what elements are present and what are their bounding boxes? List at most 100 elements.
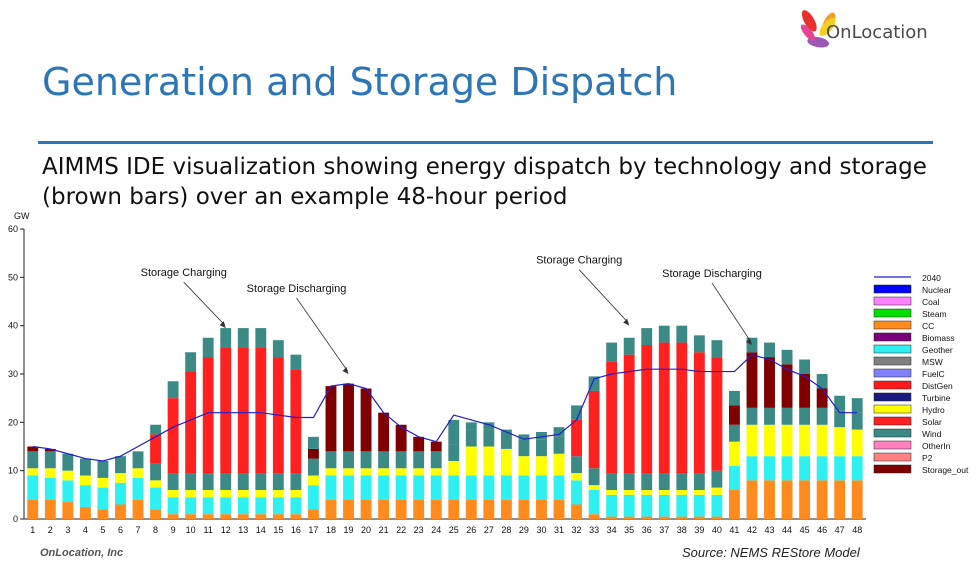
y-tick-label: 40 [8, 321, 18, 331]
bar-segment [641, 473, 653, 490]
bar-segment [553, 499, 565, 519]
legend-label: Nuclear [922, 285, 951, 295]
y-tick-label: 0 [13, 514, 18, 524]
bar-segment [693, 335, 705, 353]
bar-segment [430, 475, 442, 500]
bar-segment [378, 475, 390, 500]
bar-segment [746, 480, 758, 519]
bar-segment [79, 458, 91, 476]
bar-segment [132, 477, 144, 500]
bar-segment [764, 480, 775, 519]
bar-segment [764, 342, 775, 358]
x-tick-label: 36 [642, 525, 652, 535]
bar-segment [79, 485, 91, 507]
legend-label: MSW [922, 357, 943, 367]
annotation-label: Storage Discharging [662, 268, 762, 280]
bar-segment [781, 364, 793, 408]
bar-segment [728, 390, 740, 406]
bar-segment [553, 436, 565, 454]
bar-segment [79, 506, 91, 519]
legend-swatch [873, 392, 912, 402]
bar-segment [413, 468, 425, 476]
bar-segment [150, 463, 162, 481]
footer-source: Source: NEMS REStore Model [682, 545, 860, 560]
x-tick-label: 14 [256, 525, 266, 535]
bar-segment [658, 473, 670, 490]
bar-segment [272, 490, 284, 498]
bar-segment [44, 468, 56, 478]
annotation-arrowhead [219, 321, 226, 329]
annotation-arrowhead [745, 338, 752, 345]
bar-segment [150, 487, 162, 510]
bar-segment [27, 451, 39, 469]
bar-segment [255, 328, 267, 348]
x-tick-label: 37 [659, 525, 669, 535]
bar-segment [185, 497, 197, 515]
y-tick-label: 10 [8, 466, 18, 476]
bar-segment [571, 419, 583, 457]
onlocation-logo-icon [800, 10, 836, 48]
bar-segment [290, 490, 302, 498]
bar-segment [816, 407, 828, 425]
x-tick-label: 17 [308, 525, 318, 535]
bar-segment [571, 473, 583, 481]
x-tick-label: 9 [171, 525, 176, 535]
legend-label: Coal [922, 297, 940, 307]
bar-segment [764, 357, 775, 408]
slide-subtitle: AIMMS IDE visualization showing energy d… [42, 154, 927, 210]
bar-segment [623, 473, 635, 490]
bar-segment [237, 328, 249, 348]
bar-segment [97, 461, 109, 478]
bar-segment [185, 473, 197, 490]
bar-segment [325, 475, 337, 500]
bar-segment [430, 441, 442, 452]
bar-segment [711, 340, 723, 358]
bar-segment [167, 497, 179, 515]
bar-segment [237, 347, 249, 474]
y-tick-label: 20 [8, 417, 18, 427]
legend-label: OtherIn [922, 441, 951, 451]
x-tick-label: 45 [800, 525, 810, 535]
bar-segment [536, 439, 547, 457]
bar-segment [167, 381, 179, 399]
bar-segment [115, 482, 126, 505]
bar-segment [693, 494, 705, 517]
bar-segment [220, 514, 232, 519]
bar-segment [465, 475, 477, 500]
bar-segment [115, 456, 126, 474]
bar-segment [764, 456, 775, 481]
bar-segment [588, 376, 600, 391]
bar-segment [448, 461, 460, 476]
bar-segment [571, 480, 583, 505]
x-tick-label: 11 [204, 525, 213, 535]
bar-segment [27, 499, 39, 519]
legend-swatch [873, 284, 912, 294]
bar-segment [378, 412, 390, 452]
bar-segment [307, 475, 319, 486]
bar-segment [44, 477, 56, 500]
annotation-label: Storage Discharging [247, 283, 347, 295]
bar-segment [290, 369, 302, 474]
bar-segment [360, 451, 372, 469]
bar-segment [500, 475, 512, 500]
bar-segment [202, 490, 214, 498]
x-tick-label: 8 [153, 525, 158, 535]
bar-segment [834, 456, 846, 481]
x-tick-label: 7 [136, 525, 141, 535]
bar-segment [185, 490, 197, 498]
x-tick-label: 13 [238, 525, 248, 535]
bar-segment [711, 357, 723, 471]
bar-segment [413, 475, 425, 500]
bar-segment [44, 451, 56, 469]
legend-swatch [873, 452, 912, 462]
annotation-arrow [296, 297, 348, 372]
legend-label: Storage_out [922, 465, 969, 475]
annotation-arrowhead [623, 318, 630, 326]
bar-segment [272, 473, 284, 490]
bar-segment [693, 490, 705, 495]
bar-segment [518, 475, 530, 500]
x-tick-label: 41 [729, 525, 739, 535]
bar-segment [799, 359, 811, 374]
bar-segment [360, 475, 372, 500]
slide-title: Generation and Storage Dispatch [42, 60, 678, 104]
